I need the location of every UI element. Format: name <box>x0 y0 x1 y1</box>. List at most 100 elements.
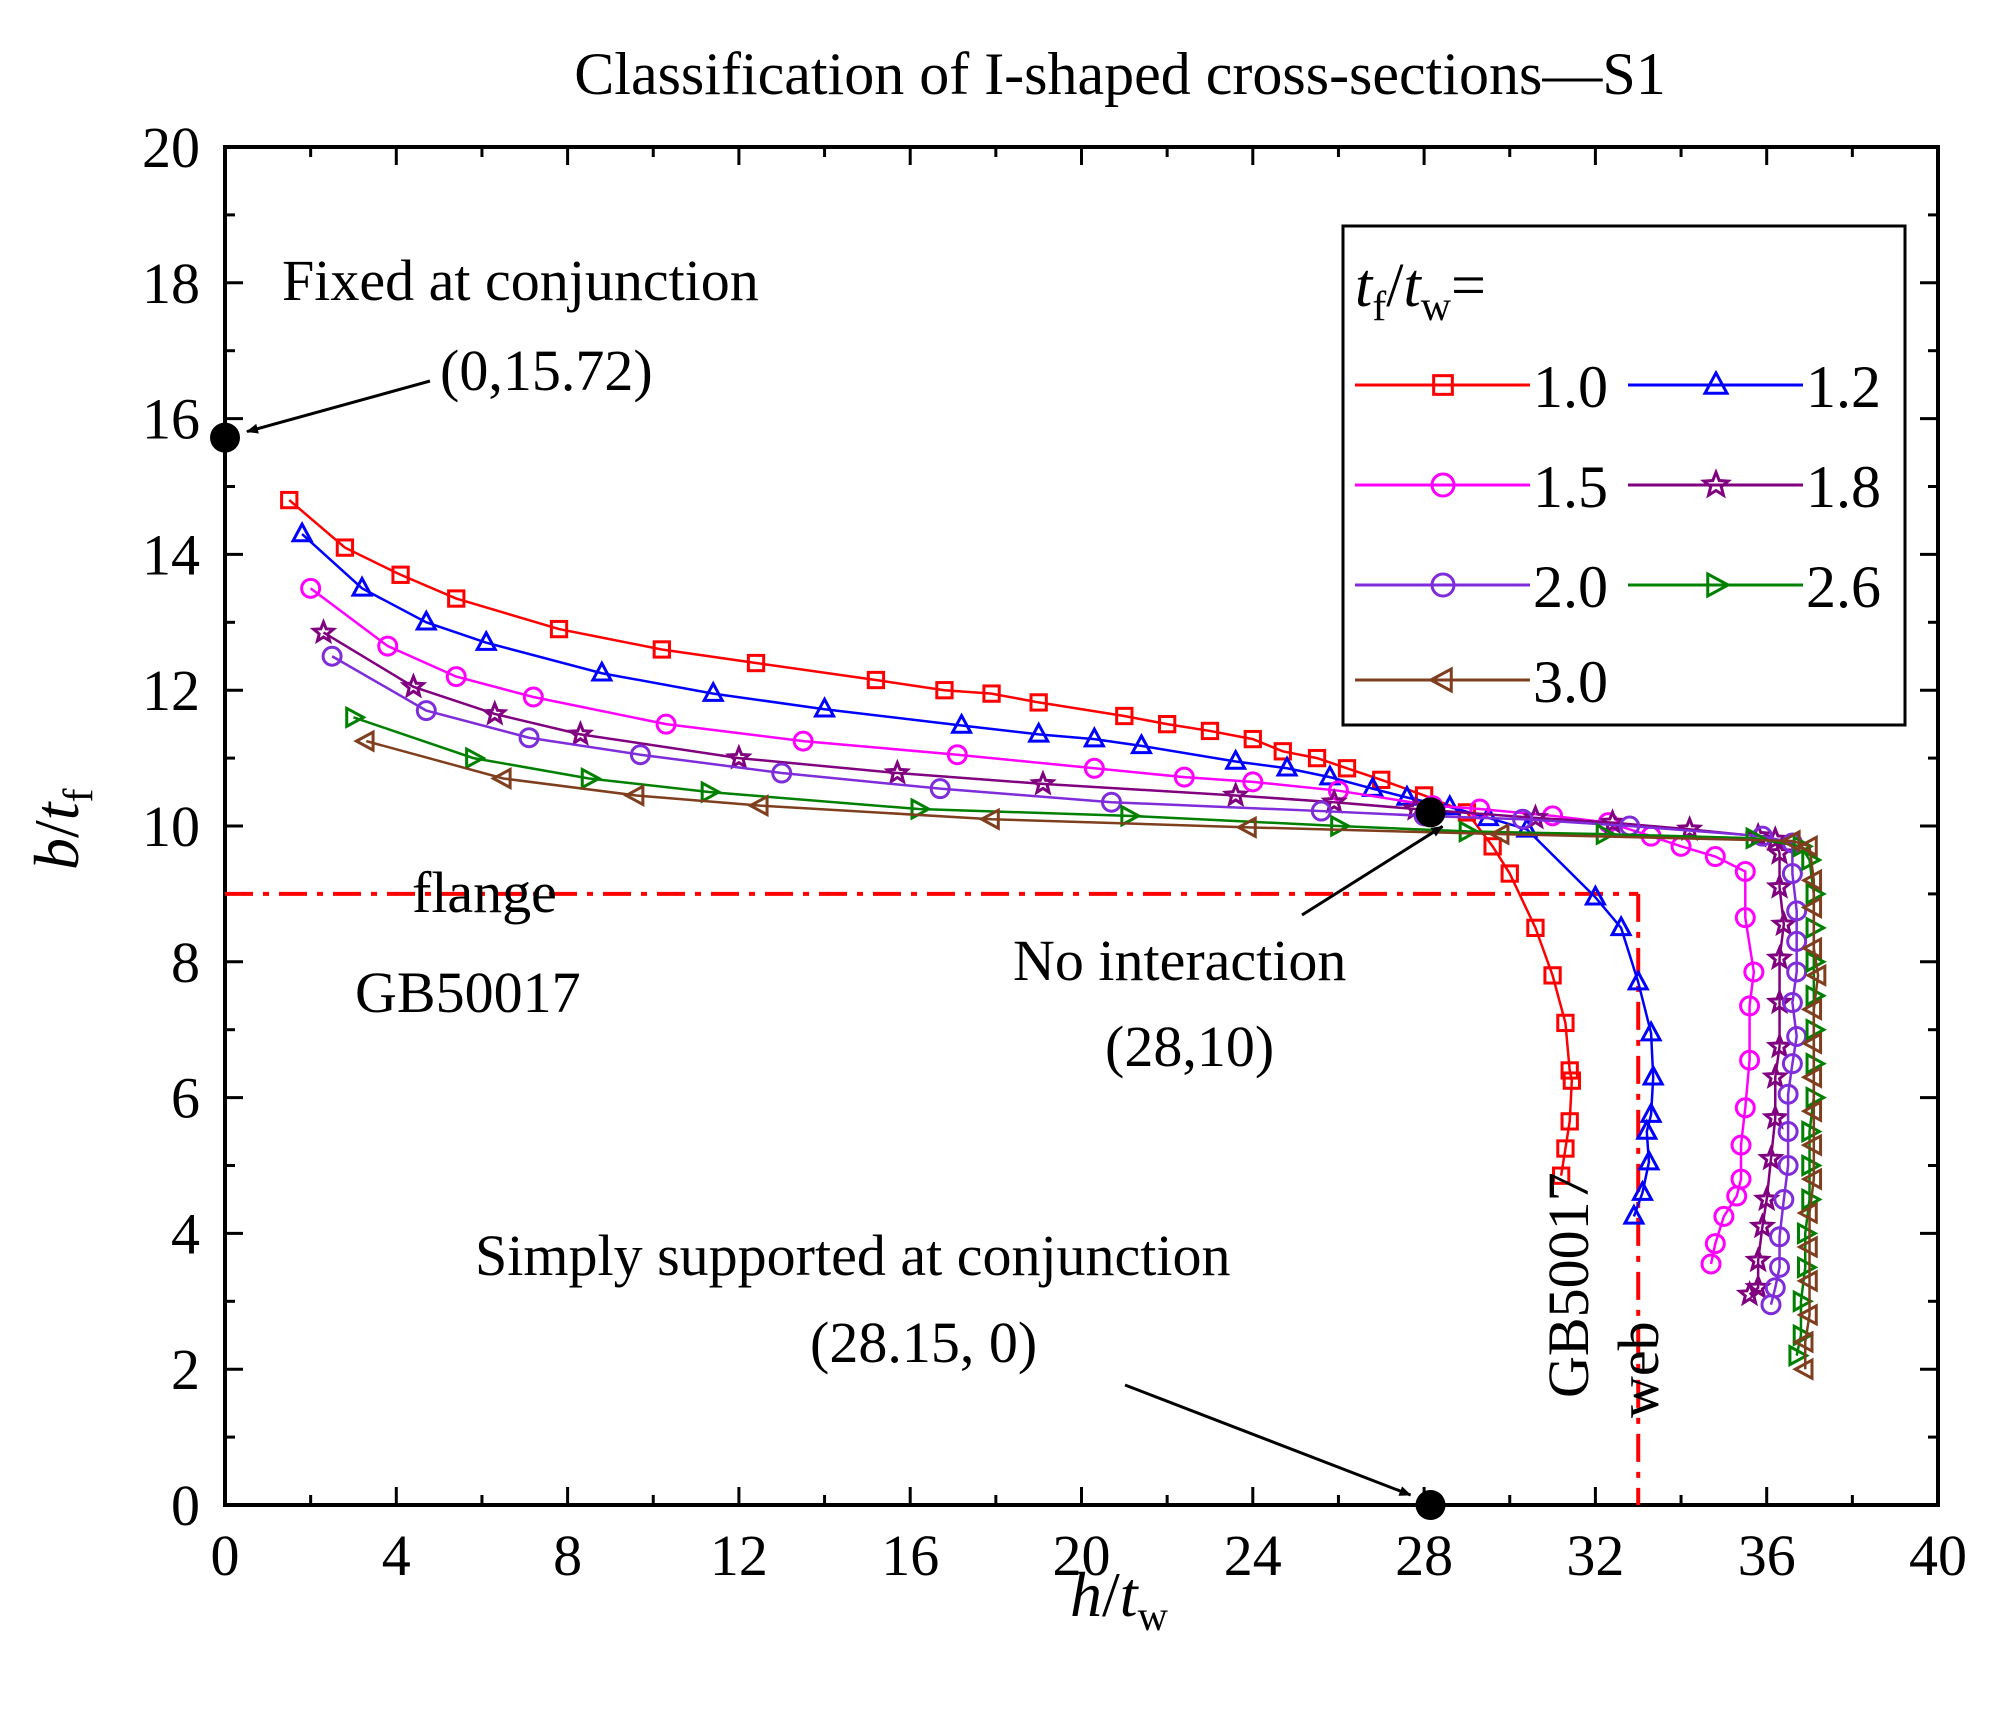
annotation-simply-coord: (28.15, 0) <box>810 1310 1037 1375</box>
data-point <box>771 762 793 784</box>
key-point-simply-supported <box>1415 1490 1446 1520</box>
data-point <box>1800 997 1823 1021</box>
data-point <box>866 670 886 690</box>
x-tick-label: 12 <box>710 1523 768 1588</box>
y-tick-label: 10 <box>142 794 200 859</box>
x-tick-label: 24 <box>1224 1523 1282 1588</box>
series-3.0 <box>353 729 1827 1381</box>
data-point <box>1781 1053 1803 1075</box>
data-point <box>813 696 837 718</box>
annotation-fixed-coord: (0,15.72) <box>440 338 653 403</box>
x-axis-ticks: 0 4 8 12 16 20 24 28 32 36 40 <box>211 147 1967 1588</box>
annotation-flange-label: flange <box>412 860 557 925</box>
data-point <box>1801 1120 1823 1144</box>
data-point <box>1801 1153 1823 1178</box>
data-point <box>1639 1101 1663 1123</box>
x-tick-label: 20 <box>1053 1523 1111 1588</box>
data-point <box>1029 693 1048 712</box>
data-point <box>725 743 753 770</box>
data-point <box>1307 748 1327 768</box>
data-point <box>1427 666 1453 694</box>
data-point <box>1800 1133 1823 1157</box>
data-point <box>655 713 677 735</box>
legend: tf/tw= 1.0 1.2 1.5 1.8 2.0 2.6 3.0 <box>1341 224 1907 727</box>
data-point <box>1320 787 1348 814</box>
key-points <box>210 379 1446 1520</box>
data-point <box>1598 808 1627 835</box>
data-point <box>1786 930 1808 952</box>
data-point <box>946 744 968 766</box>
data-point <box>1641 1064 1665 1086</box>
chart-title: Classification of I-shaped cross-section… <box>574 41 1665 107</box>
data-point <box>1739 1049 1761 1071</box>
data-point <box>1639 1020 1663 1042</box>
data-point <box>1765 943 1794 971</box>
data-point <box>1805 1018 1827 1042</box>
data-point <box>792 730 814 752</box>
data-point <box>549 619 569 639</box>
series-line <box>331 655 1798 1306</box>
fixed-arrow <box>246 379 431 434</box>
data-point <box>1781 992 1803 1014</box>
data-point <box>1770 910 1798 937</box>
data-point <box>518 727 540 749</box>
data-point <box>1704 846 1726 868</box>
data-point <box>1512 808 1534 830</box>
data-point <box>353 729 375 753</box>
series-line <box>288 499 1574 1176</box>
data-point <box>490 766 512 790</box>
data-point <box>1796 1303 1818 1327</box>
data-point <box>300 577 322 599</box>
legend-label: 2.6 <box>1806 554 1881 620</box>
annotation-fixed-label: Fixed at conjunction <box>282 248 759 313</box>
data-point <box>1235 815 1257 839</box>
data-point <box>1560 1112 1579 1131</box>
data-point <box>590 660 614 682</box>
data-point <box>1800 1031 1823 1055</box>
data-point <box>1242 771 1264 793</box>
data-point <box>1777 1083 1799 1105</box>
data-point <box>1635 1118 1659 1140</box>
data-point <box>1483 837 1502 856</box>
data-point <box>1751 825 1773 847</box>
y-tick-label: 2 <box>171 1337 200 1402</box>
annotation-simply-label: Simply supported at conjunction <box>475 1223 1231 1288</box>
y-tick-label: 16 <box>142 387 200 452</box>
x-axis-label: h/tw <box>1070 1559 1169 1640</box>
data-point <box>1100 791 1122 813</box>
data-point <box>1521 803 1550 830</box>
data-point <box>447 589 466 608</box>
data-point <box>1173 766 1195 788</box>
data-point <box>1765 988 1794 1015</box>
data-point <box>350 575 374 597</box>
data-point <box>1779 829 1801 853</box>
data-point <box>1120 804 1142 828</box>
data-point <box>1700 468 1732 499</box>
data-point <box>1761 1062 1789 1089</box>
series-line <box>309 587 1756 1265</box>
data-point <box>1800 868 1823 892</box>
y-tick-label: 14 <box>142 522 200 587</box>
data-point <box>1200 721 1220 741</box>
data-point <box>465 746 487 770</box>
data-point <box>1115 706 1134 726</box>
data-point <box>1777 1121 1799 1143</box>
data-point <box>1337 759 1357 778</box>
data-point <box>950 712 974 734</box>
y-tick-label: 4 <box>171 1201 200 1266</box>
legend-label: 1.2 <box>1806 354 1881 420</box>
legend-label: 3.0 <box>1533 649 1608 715</box>
legend-item-1.2: 1.2 <box>1628 354 1881 420</box>
data-point <box>652 640 671 659</box>
data-point <box>1765 1032 1794 1059</box>
data-point <box>1805 1086 1827 1110</box>
data-point <box>1224 748 1248 770</box>
data-point <box>1700 1253 1722 1275</box>
x-tick-label: 8 <box>553 1523 582 1588</box>
data-point <box>1765 872 1794 899</box>
annotation-no-interaction-label: No interaction <box>1013 928 1346 993</box>
data-point <box>1243 729 1262 749</box>
x-tick-label: 40 <box>1909 1523 1967 1588</box>
data-point <box>623 783 645 807</box>
legend-item-3.0: 3.0 <box>1355 649 1608 715</box>
